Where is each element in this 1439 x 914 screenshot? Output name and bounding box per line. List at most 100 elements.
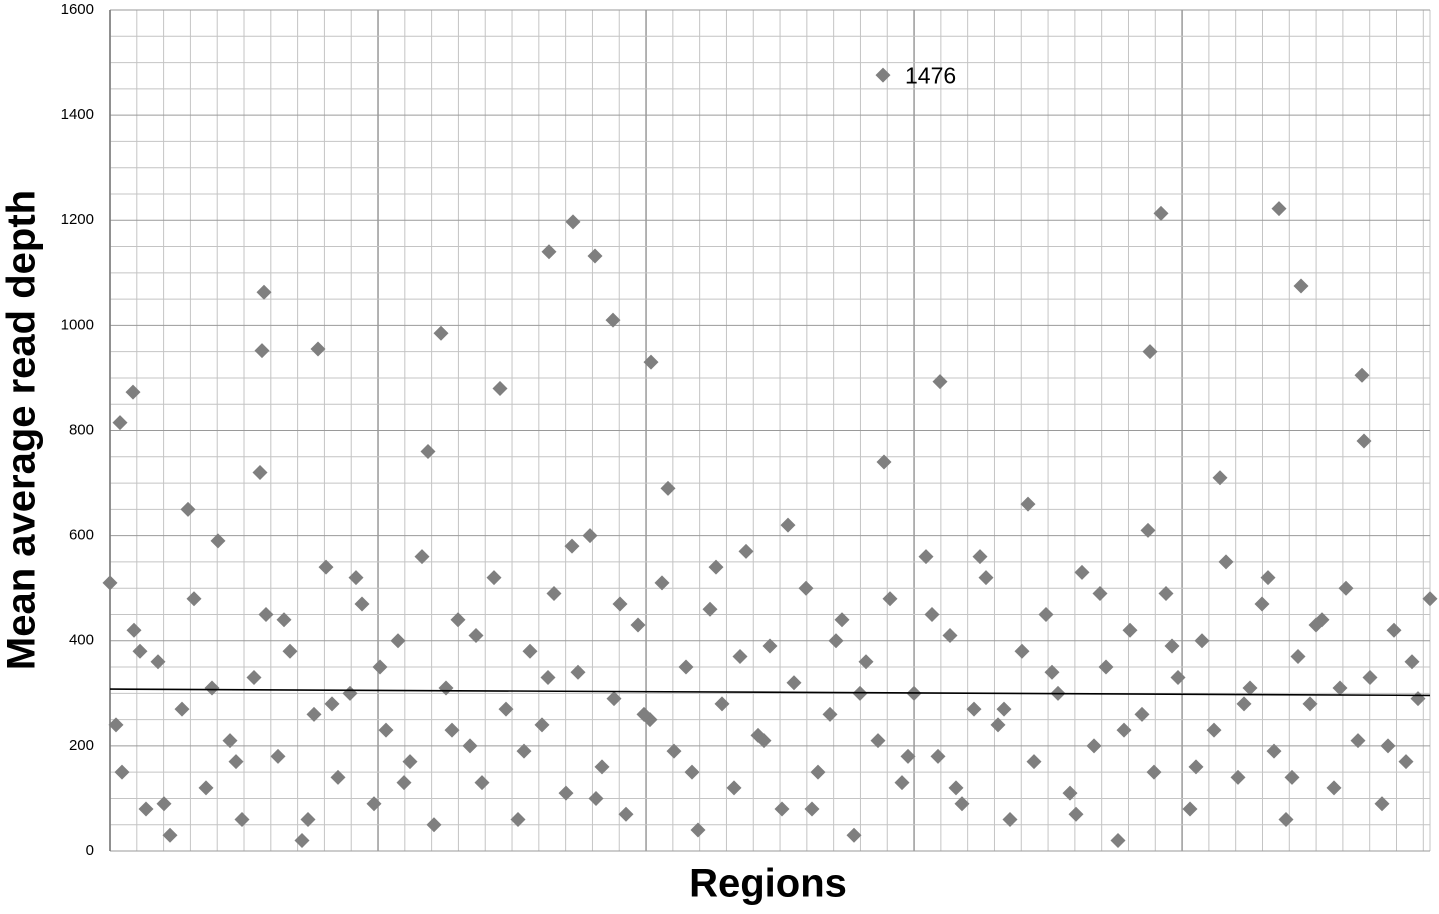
point bbox=[1014, 643, 1030, 659]
point bbox=[678, 659, 694, 675]
point bbox=[492, 380, 508, 396]
point bbox=[894, 775, 910, 791]
point bbox=[486, 570, 502, 586]
point bbox=[558, 785, 574, 801]
point bbox=[1308, 617, 1324, 633]
y-tick-label: 1400 bbox=[61, 106, 94, 123]
point bbox=[1302, 696, 1318, 712]
point bbox=[804, 801, 820, 817]
point bbox=[708, 559, 724, 575]
point bbox=[348, 570, 364, 586]
point bbox=[756, 733, 772, 749]
y-axis-title: Mean average read depth bbox=[0, 190, 44, 670]
point bbox=[1164, 638, 1180, 654]
point bbox=[468, 627, 484, 643]
point bbox=[1362, 670, 1378, 686]
point bbox=[426, 817, 442, 833]
point bbox=[541, 244, 557, 260]
point bbox=[1242, 680, 1258, 696]
point bbox=[1026, 754, 1042, 770]
point bbox=[570, 664, 586, 680]
point bbox=[900, 748, 916, 764]
point bbox=[546, 585, 562, 601]
point bbox=[390, 633, 406, 649]
y-tick-label: 400 bbox=[69, 632, 94, 649]
point bbox=[433, 325, 449, 341]
point bbox=[948, 780, 964, 796]
point bbox=[342, 685, 358, 701]
point bbox=[954, 796, 970, 812]
point bbox=[1386, 622, 1402, 638]
point bbox=[1182, 801, 1198, 817]
point bbox=[540, 670, 556, 686]
point bbox=[1142, 344, 1158, 360]
point bbox=[1086, 738, 1102, 754]
point bbox=[234, 811, 250, 827]
point bbox=[876, 454, 892, 470]
point bbox=[1422, 591, 1438, 607]
point bbox=[612, 596, 628, 612]
point bbox=[198, 780, 214, 796]
point bbox=[1338, 580, 1354, 596]
point bbox=[846, 827, 862, 843]
point bbox=[516, 743, 532, 759]
point bbox=[564, 538, 580, 554]
point bbox=[858, 654, 874, 670]
point bbox=[1158, 585, 1174, 601]
point bbox=[1098, 659, 1114, 675]
point bbox=[660, 480, 676, 496]
point bbox=[324, 696, 340, 712]
point bbox=[594, 759, 610, 775]
point bbox=[1140, 522, 1156, 538]
point bbox=[1254, 596, 1270, 612]
point bbox=[798, 580, 814, 596]
point bbox=[125, 384, 141, 400]
point bbox=[156, 796, 172, 812]
point bbox=[1293, 278, 1309, 294]
point bbox=[990, 717, 1006, 733]
point bbox=[1068, 806, 1084, 822]
point bbox=[138, 801, 154, 817]
point bbox=[270, 748, 286, 764]
point bbox=[498, 701, 514, 717]
point bbox=[1212, 470, 1228, 486]
point bbox=[822, 706, 838, 722]
point bbox=[310, 341, 326, 357]
point bbox=[1206, 722, 1222, 738]
point bbox=[228, 754, 244, 770]
point bbox=[762, 638, 778, 654]
point bbox=[438, 680, 454, 696]
point bbox=[774, 801, 790, 817]
point bbox=[186, 591, 202, 607]
point bbox=[210, 533, 226, 549]
point bbox=[714, 696, 730, 712]
point bbox=[738, 543, 754, 559]
point bbox=[114, 764, 130, 780]
point bbox=[258, 606, 274, 622]
point bbox=[162, 827, 178, 843]
point bbox=[1260, 570, 1276, 586]
trendline bbox=[109, 688, 1431, 697]
y-tick-label: 1200 bbox=[61, 211, 94, 228]
point bbox=[254, 343, 270, 359]
y-tick-label: 1000 bbox=[61, 316, 94, 333]
y-tick-label: 1600 bbox=[61, 1, 94, 18]
point bbox=[1188, 759, 1204, 775]
point bbox=[684, 764, 700, 780]
point bbox=[636, 706, 652, 722]
point bbox=[174, 701, 190, 717]
point bbox=[1116, 722, 1132, 738]
point bbox=[246, 670, 262, 686]
point bbox=[1332, 680, 1348, 696]
point bbox=[1290, 649, 1306, 665]
highlight-point bbox=[875, 67, 891, 83]
point bbox=[924, 606, 940, 622]
point bbox=[1038, 606, 1054, 622]
point bbox=[474, 775, 490, 791]
point bbox=[396, 775, 412, 791]
point bbox=[318, 559, 334, 575]
point bbox=[204, 680, 220, 696]
point bbox=[1354, 367, 1370, 383]
point bbox=[252, 465, 268, 481]
